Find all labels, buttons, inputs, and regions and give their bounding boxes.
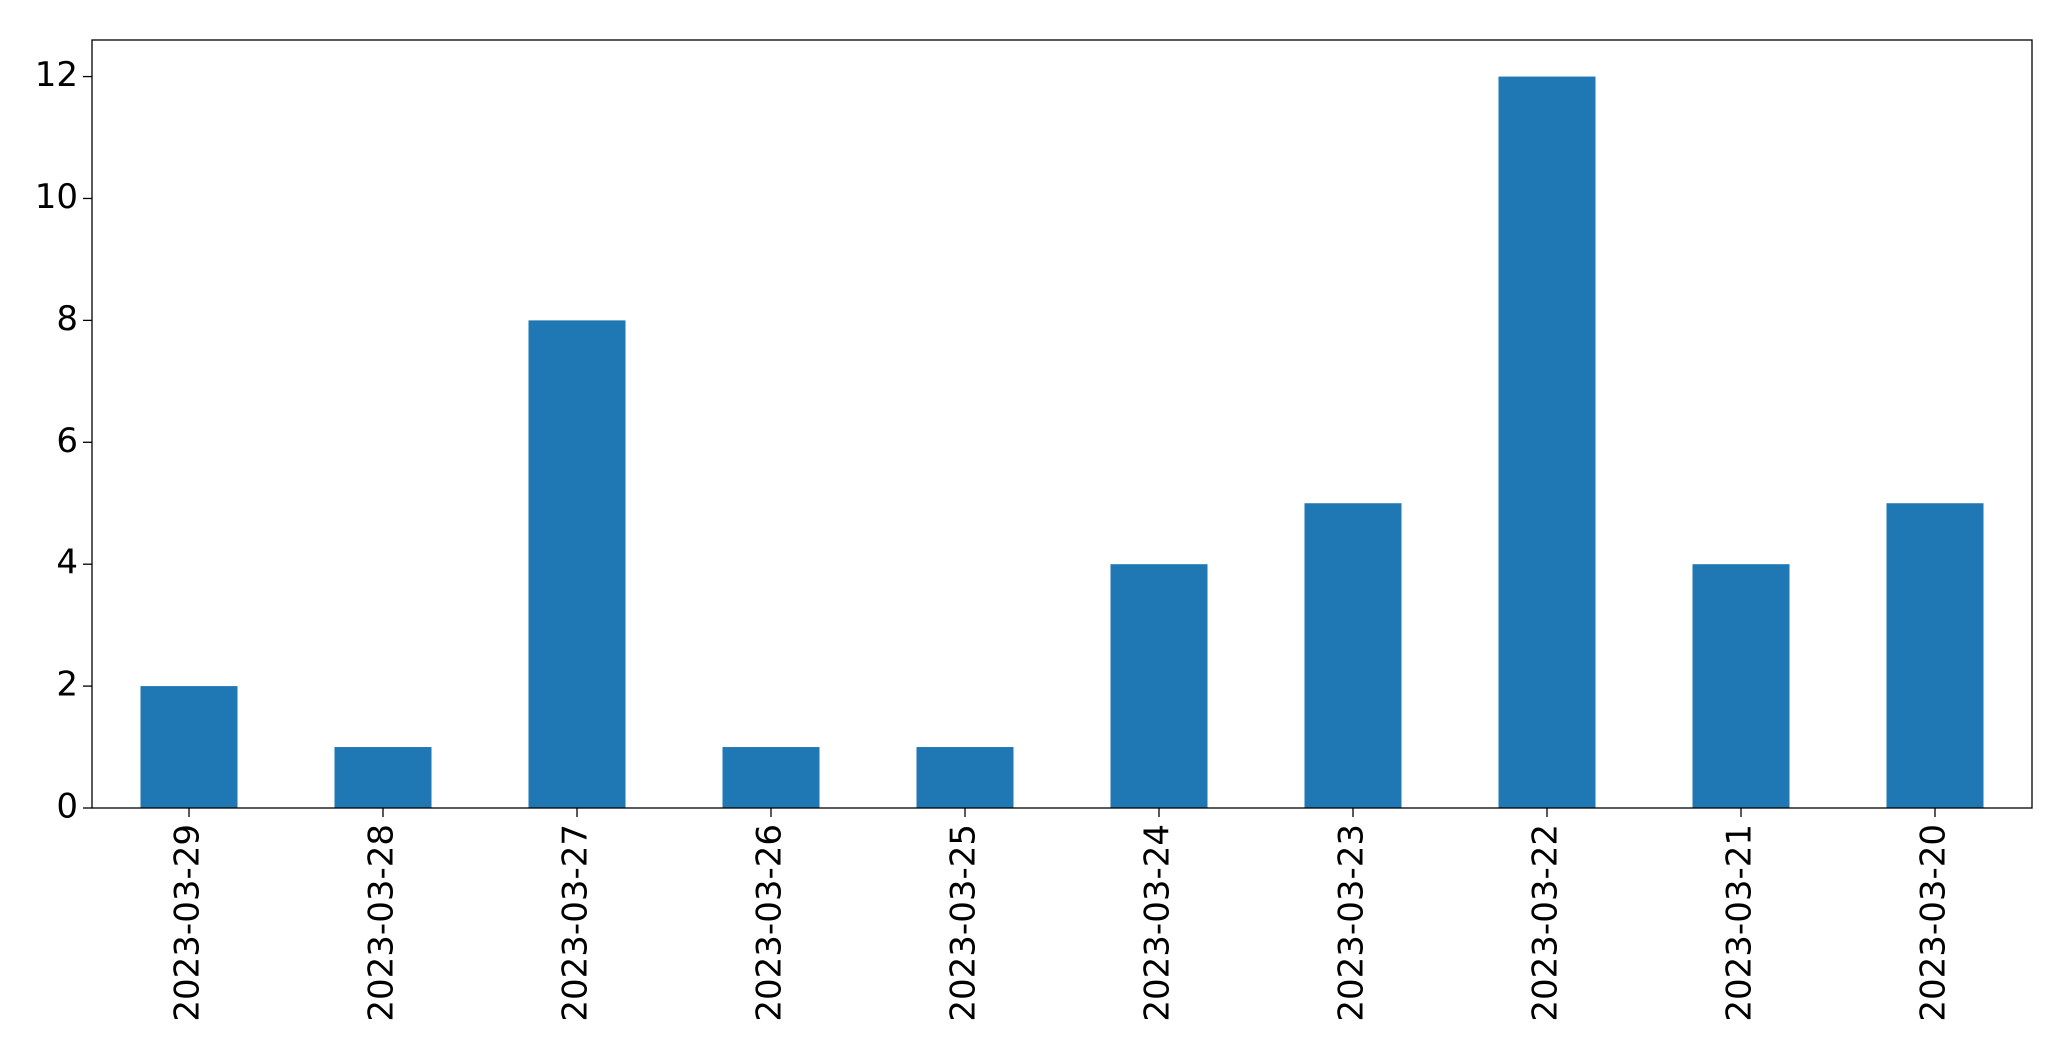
plot-frame	[91, 39, 2033, 809]
x-tick-label: 2023-03-25	[944, 824, 984, 1022]
bar	[1110, 564, 1208, 808]
x-tick-label: 2023-03-20	[1914, 824, 1954, 1022]
x-tick-label: 2023-03-21	[1720, 824, 1760, 1022]
y-tick-label: 6	[56, 421, 78, 461]
x-tick-label: 2023-03-22	[1526, 824, 1566, 1022]
y-tick-label: 4	[56, 543, 78, 583]
x-tick-label: 2023-03-28	[362, 824, 402, 1022]
bar	[722, 747, 820, 808]
x-tick-label: 2023-03-29	[168, 824, 208, 1022]
y-tick-label: 0	[56, 787, 78, 827]
bar	[528, 320, 626, 808]
y-tick-label: 10	[35, 177, 78, 217]
x-tick-label: 2023-03-27	[556, 824, 596, 1022]
bar	[1498, 76, 1596, 809]
y-tick-label: 2	[56, 665, 78, 705]
bar	[1692, 564, 1790, 808]
x-tick-label: 2023-03-24	[1138, 824, 1178, 1022]
x-tick-label: 2023-03-23	[1332, 824, 1372, 1022]
y-tick-label: 12	[35, 55, 78, 95]
bar	[1304, 503, 1402, 808]
bar	[916, 747, 1014, 808]
bar	[1886, 503, 1984, 808]
bar	[140, 686, 238, 808]
x-tick-label: 2023-03-26	[750, 824, 790, 1022]
bar	[334, 747, 432, 808]
y-tick-label: 8	[56, 299, 78, 339]
